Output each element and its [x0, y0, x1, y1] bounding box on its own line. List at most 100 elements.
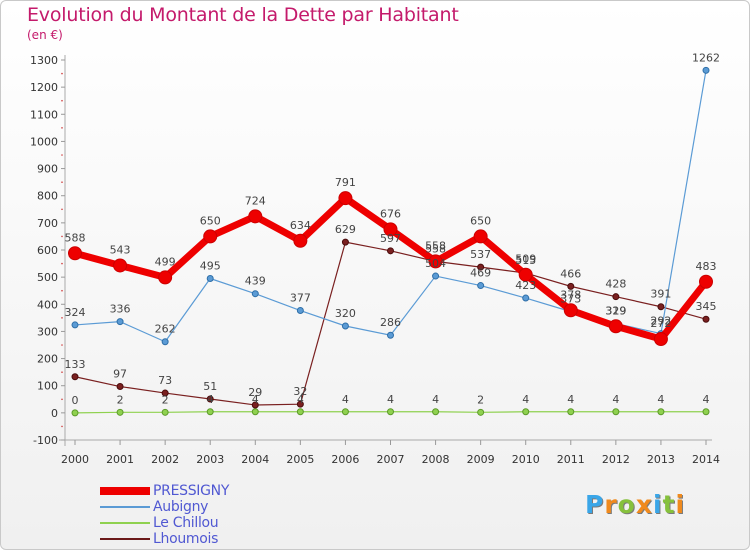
x-tick-label: 2006: [331, 453, 359, 466]
data-point: [341, 408, 349, 416]
logo-letter: t: [662, 490, 676, 519]
data-label: 558: [425, 239, 446, 252]
data-point: [113, 258, 128, 273]
y-minor-tick: [61, 371, 63, 373]
data-point: [612, 293, 620, 301]
logo-letter: P: [585, 490, 605, 519]
proxiti-logo: Proxiti: [585, 490, 685, 519]
x-tick-label: 2007: [377, 453, 405, 466]
data-label: 466: [560, 267, 581, 280]
data-point: [383, 222, 398, 237]
x-tick-label: 2002: [151, 453, 179, 466]
y-minor-tick: [61, 425, 63, 428]
data-point: [161, 338, 169, 346]
data-label: 515: [515, 254, 536, 267]
data-point: [608, 319, 623, 334]
y-tick-label: 400: [37, 298, 58, 311]
legend-swatch: [100, 487, 150, 495]
data-label: 97: [113, 368, 127, 381]
data-label: 629: [335, 223, 356, 236]
data-point: [702, 408, 710, 416]
data-point: [251, 408, 259, 416]
data-point: [296, 408, 304, 416]
y-minor-tick: [61, 99, 63, 102]
legend-label: Aubigny: [153, 499, 209, 515]
data-label: 329: [605, 305, 626, 318]
data-label: 4: [567, 393, 574, 406]
data-point: [116, 318, 124, 326]
y-tick-label: 900: [37, 163, 58, 176]
data-label: 378: [560, 288, 581, 301]
data-label: 262: [155, 323, 176, 336]
data-label: 4: [207, 393, 214, 406]
data-label: 469: [470, 267, 491, 280]
y-tick-label: 100: [37, 380, 58, 393]
data-label: 377: [290, 292, 311, 305]
x-tick-label: 2013: [647, 453, 675, 466]
data-label: 791: [335, 176, 356, 189]
data-label: 2: [477, 393, 484, 406]
x-tick-label: 2004: [241, 453, 269, 466]
data-point: [206, 395, 214, 403]
data-label: 724: [245, 194, 266, 207]
data-label: 4: [297, 393, 304, 406]
series-line-aubigny: [74, 70, 707, 343]
data-point: [473, 229, 488, 244]
x-tick-label: 2009: [467, 453, 495, 466]
data-point: [432, 272, 440, 280]
data-label: 650: [470, 214, 491, 227]
data-point: [428, 254, 443, 269]
legend-swatch: [100, 522, 150, 524]
data-point: [206, 408, 214, 416]
data-label: 423: [515, 279, 536, 292]
data-point: [657, 408, 665, 416]
y-minor-tick: [61, 262, 63, 265]
data-label: 495: [200, 260, 221, 273]
data-point: [612, 408, 620, 416]
data-point: [296, 307, 304, 315]
data-point: [653, 332, 668, 347]
data-point: [567, 282, 575, 290]
data-point: [341, 322, 349, 330]
logo-letter: r: [604, 490, 618, 519]
data-label: 29: [248, 386, 262, 399]
x-tick-label: 2001: [106, 453, 134, 466]
data-label: 1262: [692, 51, 720, 64]
y-tick-label: 1100: [30, 108, 58, 121]
data-label: 319: [605, 304, 626, 317]
data-label: 336: [110, 303, 131, 316]
data-label: 391: [650, 288, 671, 301]
data-label: 286: [380, 316, 401, 329]
data-label: 676: [380, 207, 401, 220]
data-label: 509: [515, 253, 536, 266]
data-label: 4: [703, 393, 710, 406]
y-tick-label: 300: [37, 325, 58, 338]
data-point: [702, 66, 710, 74]
data-label: 2: [162, 393, 169, 406]
data-label: 597: [380, 232, 401, 245]
data-point: [518, 267, 533, 282]
y-minor-tick: [61, 72, 63, 75]
x-tick-label: 2000: [61, 453, 89, 466]
logo-letter: i: [675, 490, 686, 519]
data-point: [387, 247, 394, 255]
data-point: [477, 282, 485, 290]
y-tick-label: 700: [37, 217, 58, 230]
data-point: [341, 238, 349, 246]
chart-title: Evolution du Montant de la Dette par Hab…: [27, 4, 459, 26]
y-minor-tick: [61, 208, 63, 211]
data-label: 558: [425, 242, 446, 255]
data-label: 4: [432, 393, 439, 406]
data-point: [432, 408, 440, 416]
data-label: 4: [657, 393, 664, 406]
data-point: [203, 229, 218, 244]
y-tick-label: 500: [37, 271, 58, 284]
x-tick-label: 2003: [196, 453, 224, 466]
y-tick-label: 800: [37, 190, 58, 203]
legend-swatch: [100, 538, 150, 540]
data-label: 272: [650, 317, 671, 330]
data-point: [702, 315, 710, 323]
data-point: [116, 408, 124, 416]
data-point: [522, 408, 530, 416]
y-minor-tick: [61, 289, 63, 292]
